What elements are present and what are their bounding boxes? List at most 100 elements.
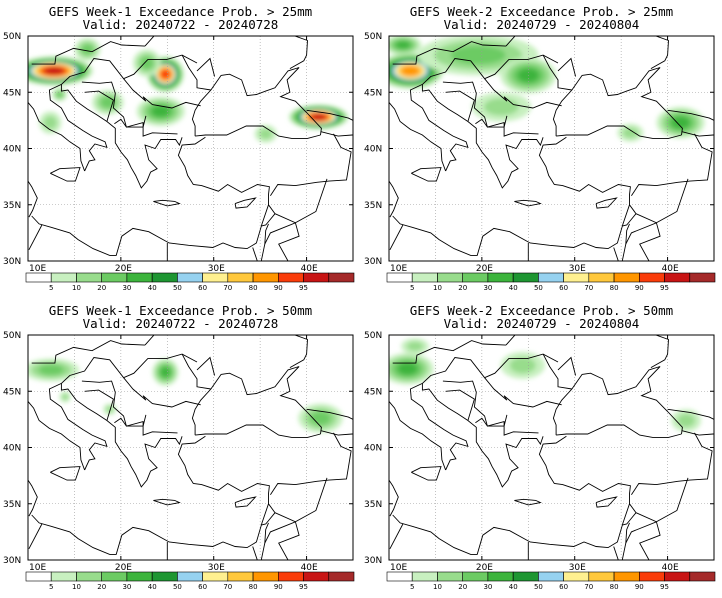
lon-tick-label: 40E <box>662 264 679 274</box>
country-border <box>625 521 661 560</box>
country-border <box>260 223 269 261</box>
country-border <box>475 115 508 128</box>
colorbar-swatch <box>538 571 564 582</box>
country-border <box>260 503 276 526</box>
probability-contour <box>483 98 519 116</box>
precip-probability-map: 10E 20E 30E 40E 50N 45N 40N 35N 30N 5 10 20 30 40 50 60… <box>364 331 716 591</box>
country-border <box>196 356 216 376</box>
colorbar-label: 10 <box>72 583 81 591</box>
panel-title: GEFS Week-1 Exceedance Prob. > 50mm <box>48 303 313 318</box>
panel-valid-dates: Valid: 20240729 - 20240804 <box>443 316 640 331</box>
colorbar-label: 80 <box>610 284 619 292</box>
country-border <box>306 109 353 121</box>
colorbar-swatch <box>252 571 279 582</box>
colorbar-swatch <box>177 571 203 582</box>
country-border <box>621 204 637 227</box>
country-border <box>389 523 404 550</box>
colorbar-label: 40 <box>509 284 518 292</box>
colorbar-swatch <box>664 272 691 283</box>
country-border <box>631 432 713 496</box>
coastline <box>234 197 257 209</box>
country-border <box>270 133 352 197</box>
probability-contour <box>43 116 57 130</box>
colorbar-swatch <box>538 272 564 283</box>
country-border <box>289 335 308 368</box>
lon-tick-label: 30E <box>208 264 225 274</box>
colorbar-swatch <box>303 272 330 283</box>
country-border <box>84 389 114 421</box>
colorbar-label: 50 <box>173 583 182 591</box>
coastline <box>514 199 542 207</box>
lon-tick-label: 10E <box>390 264 407 274</box>
country-border <box>28 224 43 251</box>
colorbar-swatch <box>613 272 640 283</box>
colorbar-label: 20 <box>97 284 106 292</box>
country-border <box>123 78 147 102</box>
country-border <box>260 522 269 560</box>
country-border <box>181 353 211 390</box>
probability-contour <box>56 91 63 98</box>
country-border <box>31 41 146 65</box>
coastline <box>60 383 183 488</box>
country-border <box>320 131 353 137</box>
country-border <box>667 109 714 121</box>
colorbar-swatch <box>227 272 254 283</box>
colorbar-swatch <box>437 571 464 582</box>
colorbar-swatch <box>202 571 229 582</box>
country-border <box>503 96 562 109</box>
country-border <box>631 133 713 197</box>
colorbar-swatch <box>126 272 153 283</box>
colorbar-label: 70 <box>223 284 232 292</box>
country-border <box>442 81 539 137</box>
colorbar-label: 20 <box>97 583 106 591</box>
colorbar-swatch <box>252 272 279 283</box>
colorbar-label: 30 <box>483 583 492 591</box>
colorbar-swatch <box>151 571 178 582</box>
lon-tick-label: 40E <box>301 264 318 274</box>
probability-contour <box>38 364 64 375</box>
probability-contour <box>140 56 154 70</box>
coastline <box>392 435 631 555</box>
colorbar-swatch <box>411 571 438 582</box>
colorbar-swatch <box>177 272 203 283</box>
colorbar: 5 10 20 30 40 50 60 70 80 90 95 <box>25 571 355 591</box>
coastline <box>389 102 447 172</box>
colorbar-swatch <box>487 272 514 283</box>
coastline <box>389 401 447 471</box>
probability-contour <box>509 357 536 374</box>
colorbar-label: 10 <box>433 583 442 591</box>
probability-contour <box>160 69 171 79</box>
colorbar-label: 90 <box>274 284 283 292</box>
country-border <box>613 546 619 560</box>
country-border <box>557 57 577 77</box>
lat-tick-label: 30N <box>364 257 382 267</box>
country-border <box>621 223 630 261</box>
colorbar-swatch <box>25 571 52 582</box>
lat-tick-label: 50N <box>364 32 382 42</box>
lon-tick-label: 40E <box>662 563 679 573</box>
country-border <box>264 521 300 560</box>
country-border <box>389 224 404 251</box>
country-border <box>84 90 114 122</box>
probability-contour <box>671 116 690 129</box>
lat-tick-label: 35N <box>364 201 382 211</box>
country-border <box>196 57 216 77</box>
colorbar-swatch <box>411 272 438 283</box>
country-border <box>81 380 178 436</box>
colorbar-label: 30 <box>483 284 492 292</box>
colorbar-swatch <box>303 571 330 582</box>
probability-contour <box>259 128 273 140</box>
lon-tick-label: 30E <box>208 563 225 573</box>
colorbar-swatch <box>328 272 355 283</box>
country-border <box>635 178 689 224</box>
country-border <box>270 432 352 496</box>
panel-valid-dates: Valid: 20240729 - 20240804 <box>443 17 640 32</box>
country-border <box>144 335 155 346</box>
colorbar-swatch <box>25 272 52 283</box>
country-border <box>542 54 572 91</box>
colorbar-label: 10 <box>433 284 442 292</box>
country-border <box>142 96 201 109</box>
country-border <box>274 178 328 224</box>
coastline <box>389 180 399 218</box>
lon-tick-label: 20E <box>115 563 132 573</box>
